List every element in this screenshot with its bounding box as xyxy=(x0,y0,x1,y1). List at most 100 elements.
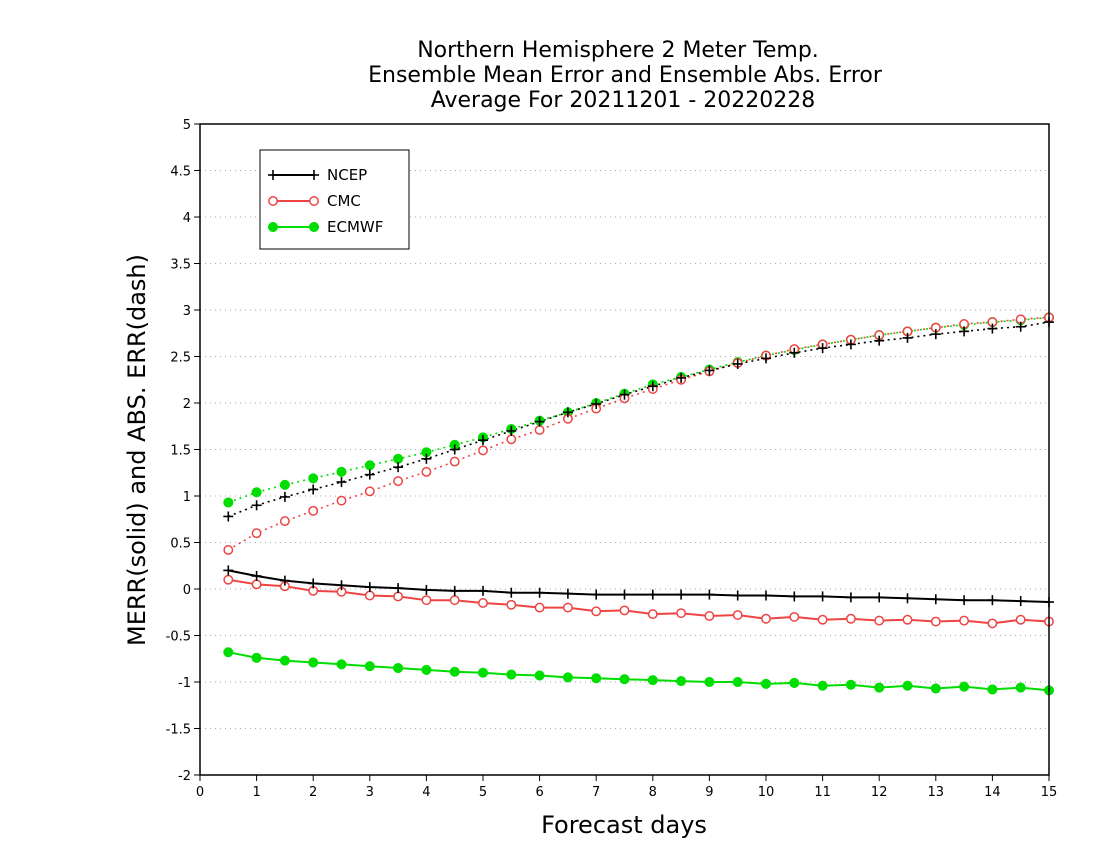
ncep-abs-err-point xyxy=(506,425,517,436)
cmc-merr-point xyxy=(874,615,885,626)
cmc-merr-point xyxy=(393,591,404,602)
ecmwf-merr-point xyxy=(279,655,290,666)
ncep-abs-err-point xyxy=(676,372,687,383)
ecmwf-merr-point xyxy=(1015,682,1026,693)
ecmwf-merr-point xyxy=(704,676,715,688)
cmc-merr-point xyxy=(902,614,913,625)
ncep-abs-err-point xyxy=(732,358,743,369)
cmc-abs-err-point xyxy=(534,425,545,435)
cmc-merr-point xyxy=(789,611,800,622)
title-line-2: Ensemble Mean Error and Ensemble Abs. Er… xyxy=(368,63,883,88)
ncep-abs-err-point xyxy=(562,407,573,418)
ecmwf-merr-point xyxy=(676,676,687,687)
legend-item-ecmwf: ECMWF xyxy=(267,218,383,236)
y-tick-label: 4.5 xyxy=(170,165,191,180)
ncep-merr-point xyxy=(449,585,460,596)
title-line-3: Average For 20211201 - 20220228 xyxy=(431,88,816,113)
cmc-abs-err-point xyxy=(393,476,404,487)
ncep-merr-point xyxy=(506,587,517,598)
ncep-merr-point xyxy=(647,589,658,600)
y-tick-label: 3 xyxy=(183,304,191,319)
ncep-abs-err-point xyxy=(902,332,913,343)
x-tick-label: 0 xyxy=(196,785,204,800)
cmc-merr-point xyxy=(223,574,234,585)
y-tick-label: -1.5 xyxy=(166,723,191,738)
y-tick-label: 2.5 xyxy=(170,351,191,366)
ecmwf-merr-point xyxy=(591,673,602,684)
ecmwf-merr-point xyxy=(817,680,828,691)
legend-label: NCEP xyxy=(327,166,367,184)
y-tick-label: 0 xyxy=(183,583,191,598)
ncep-merr-point xyxy=(421,584,432,595)
legend-marker xyxy=(309,170,319,180)
x-tick-label: 4 xyxy=(422,785,430,800)
cmc-merr-point xyxy=(845,613,856,624)
cmc-merr-point xyxy=(817,614,828,625)
cmc-merr-point xyxy=(449,595,460,606)
ncep-merr-point xyxy=(845,592,856,603)
cmc-merr-point xyxy=(676,608,687,619)
ecmwf-abs-err-point xyxy=(223,497,234,508)
ncep-abs-err-point xyxy=(223,511,234,522)
y-tick-label: -0.5 xyxy=(166,630,191,645)
ncep-merr-point xyxy=(732,590,743,601)
ncep-merr-point xyxy=(478,585,488,596)
ecmwf-merr-point xyxy=(477,667,489,678)
ecmwf-abs-err-point xyxy=(251,487,262,498)
ecmwf-merr-point xyxy=(534,670,545,681)
cmc-merr-point xyxy=(506,599,517,610)
plot-markers xyxy=(223,312,1055,696)
ncep-merr-point xyxy=(987,595,998,606)
cmc-merr-point xyxy=(704,611,715,621)
ecmwf-merr-point xyxy=(874,682,885,693)
y-tick-label: 4 xyxy=(183,211,191,226)
y-tick-label: 5 xyxy=(183,118,191,133)
ecmwf-merr-point xyxy=(647,675,658,686)
ecmwf-merr-point xyxy=(987,684,998,695)
ecmwf-merr-point xyxy=(930,683,941,694)
legend-marker xyxy=(308,221,320,233)
ncep-merr-point xyxy=(676,589,687,600)
cmc-abs-err-point xyxy=(506,434,517,445)
cmc-abs-err-point xyxy=(478,445,488,456)
legend-marker xyxy=(309,196,319,206)
legend-marker xyxy=(268,170,278,180)
ecmwf-merr-point xyxy=(421,664,432,675)
ncep-merr-point xyxy=(562,588,573,599)
ecmwf-merr-point xyxy=(732,676,743,688)
y-tick-label: -1 xyxy=(178,676,191,691)
ncep-merr-point xyxy=(874,592,885,603)
x-tick-label: 13 xyxy=(928,785,945,800)
ncep-abs-err-point xyxy=(336,477,347,488)
ncep-abs-err-point xyxy=(817,343,828,354)
x-tick-label: 11 xyxy=(814,785,831,800)
ncep-merr-point xyxy=(591,589,602,600)
ecmwf-abs-err-point xyxy=(279,479,290,490)
ncep-merr-point xyxy=(789,591,800,602)
ncep-abs-err-point xyxy=(449,444,460,455)
cmc-merr-point xyxy=(562,602,573,613)
ncep-merr-point xyxy=(251,570,262,581)
ecmwf-abs-err-point xyxy=(393,453,404,464)
cmc-abs-err-point xyxy=(421,466,432,477)
ecmwf-abs-err-point xyxy=(308,473,319,484)
ncep-abs-err-point xyxy=(251,500,262,511)
cmc-merr-point xyxy=(364,590,375,601)
x-axis-label: Forecast days xyxy=(541,811,707,839)
x-tick-label: 12 xyxy=(871,785,888,800)
ecmwf-merr-point xyxy=(506,669,517,680)
cmc-merr-point xyxy=(251,579,262,590)
ncep-merr-point xyxy=(619,589,630,600)
ecmwf-merr-point xyxy=(223,647,234,658)
ncep-abs-err-point xyxy=(930,329,941,340)
ecmwf-merr-point xyxy=(393,663,404,674)
ncep-abs-err-point xyxy=(619,389,630,400)
cmc-merr-point xyxy=(591,606,602,617)
ecmwf-merr-point xyxy=(902,680,913,691)
cmc-merr-point xyxy=(534,602,545,613)
x-tick-label: 8 xyxy=(649,785,657,800)
ncep-merr-point xyxy=(393,583,404,594)
legend-item-cmc: CMC xyxy=(268,192,361,210)
ecmwf-merr-line xyxy=(228,651,1050,692)
